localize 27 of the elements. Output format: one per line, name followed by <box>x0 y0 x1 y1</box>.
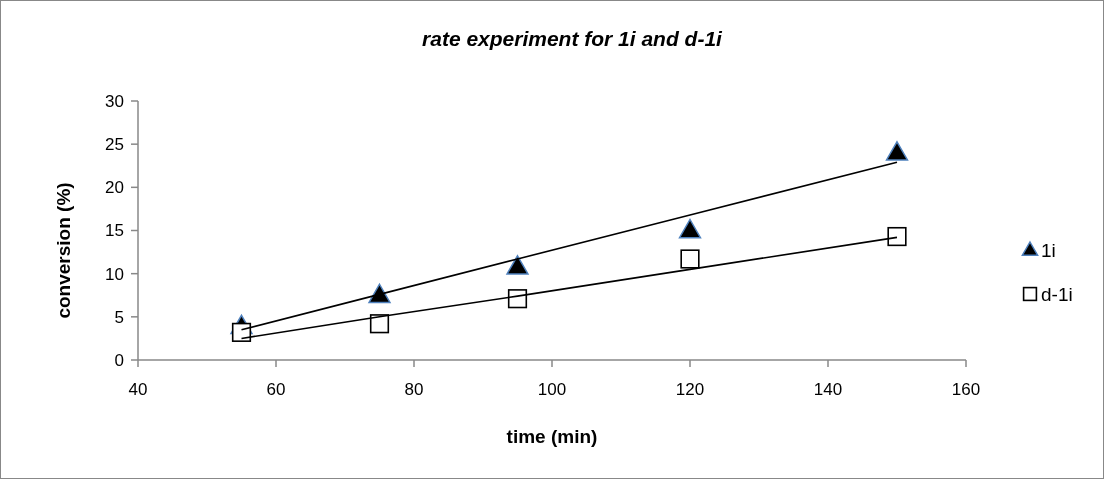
x-tick-label: 120 <box>675 380 705 399</box>
chart-title: rate experiment for 1i and d-1i <box>422 27 724 50</box>
x-tick-label: 160 <box>951 380 981 399</box>
point <box>506 255 529 275</box>
y-axis-title: conversion (%) <box>53 182 74 319</box>
y-tick-label: 10 <box>105 264 124 284</box>
point <box>507 289 528 309</box>
y-tick-label: 30 <box>105 91 124 111</box>
y-tick-label: 5 <box>114 307 124 327</box>
y-tick-label: 25 <box>105 135 124 155</box>
point <box>368 283 391 304</box>
x-axis-title: time (min) <box>506 426 598 447</box>
point <box>369 314 390 334</box>
x-tick-label: 80 <box>404 380 424 399</box>
point <box>885 141 909 161</box>
x-tick-label: 60 <box>266 380 286 399</box>
y-tick-label: 20 <box>105 178 124 198</box>
point <box>678 218 702 239</box>
legend-label: 1i <box>1041 239 1056 261</box>
x-tick-label: 100 <box>537 380 567 399</box>
y-tick-label: 0 <box>114 350 124 370</box>
x-tick-label: 140 <box>813 380 843 399</box>
legend-label: d-1i <box>1041 283 1073 305</box>
x-tick-label: 40 <box>128 380 148 399</box>
y-tick-label: 15 <box>105 221 124 241</box>
point <box>887 226 907 247</box>
point <box>231 322 252 342</box>
